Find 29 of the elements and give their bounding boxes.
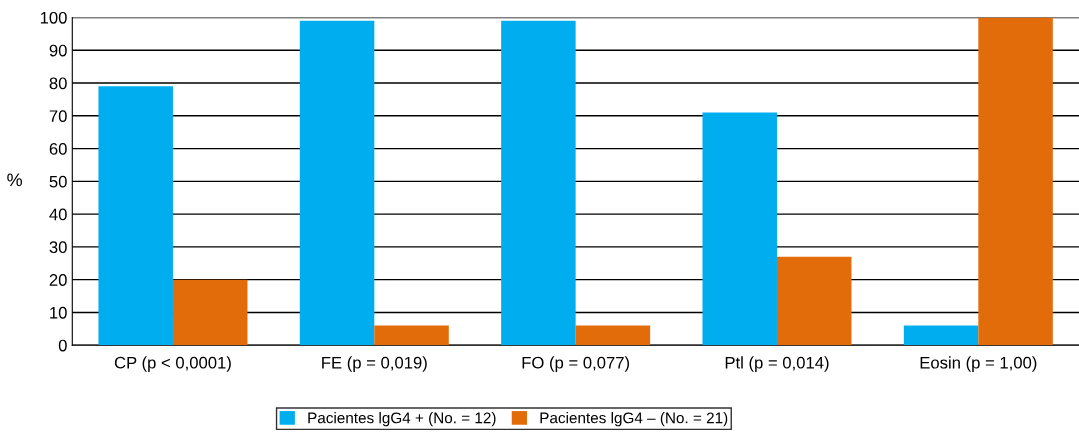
y-tick-label: 20 bbox=[49, 274, 67, 286]
x-tick-label: Eosin (p = 1,00) bbox=[920, 356, 1037, 372]
x-tick-label: CP (p < 0,0001) bbox=[114, 356, 231, 372]
y-tick-label: 100 bbox=[40, 11, 67, 24]
y-tick-label: 90 bbox=[49, 44, 67, 57]
x-tick-label: FE (p = 0,019) bbox=[322, 356, 427, 372]
y-axis-title: % bbox=[7, 173, 23, 187]
y-tick-label: 30 bbox=[49, 241, 67, 254]
bar bbox=[978, 17, 1053, 346]
y-tick-label: 70 bbox=[49, 110, 67, 123]
y-tick-label: 10 bbox=[50, 306, 67, 319]
legend-label: Pacientes lgG4 – (No. = 21) bbox=[540, 412, 728, 427]
y-tick-label: 40 bbox=[49, 208, 67, 221]
bar bbox=[702, 112, 777, 346]
x-tick-label: FO (p = 0,077) bbox=[522, 356, 630, 372]
bar bbox=[98, 86, 173, 346]
bar bbox=[903, 325, 979, 346]
bar bbox=[575, 325, 651, 346]
bar bbox=[501, 20, 576, 346]
y-tick-label: 80 bbox=[49, 77, 67, 90]
bar bbox=[776, 256, 852, 346]
x-tick-label: Ptl (p = 0,014) bbox=[725, 356, 829, 372]
y-tick-label: 60 bbox=[49, 142, 67, 155]
legend-label: Pacientes lgG4 + (No. = 12) bbox=[308, 412, 496, 427]
bar bbox=[374, 325, 449, 346]
bar bbox=[172, 279, 248, 346]
y-tick-label: 0 bbox=[58, 339, 67, 352]
bar bbox=[299, 20, 375, 346]
y-tick-label: 50 bbox=[49, 175, 67, 188]
